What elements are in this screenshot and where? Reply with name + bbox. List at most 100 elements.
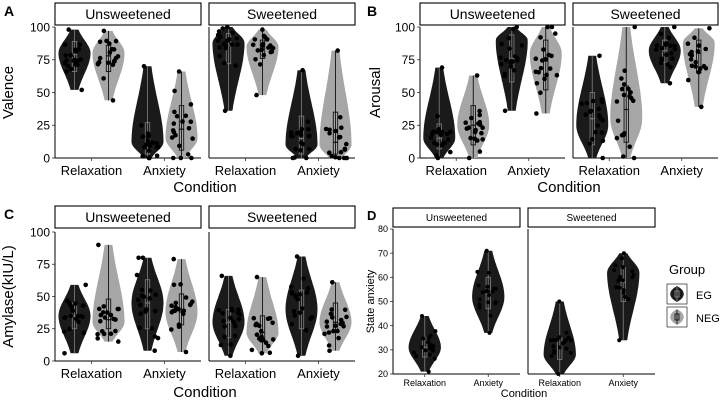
data-point (253, 57, 258, 62)
data-point (295, 353, 301, 359)
data-point (659, 56, 664, 62)
data-point (695, 49, 701, 54)
data-point (189, 155, 194, 161)
data-point (613, 263, 618, 268)
data-point (336, 335, 341, 341)
violin-neg (165, 256, 198, 355)
data-point (599, 130, 605, 135)
y-tick-label: 50 (402, 86, 416, 100)
data-point (235, 42, 240, 47)
x-tick-label: Anxiety (507, 163, 550, 178)
data-point (587, 109, 593, 114)
data-point (564, 346, 569, 351)
data-point (335, 48, 341, 53)
data-point (152, 348, 157, 354)
data-point (480, 137, 486, 142)
data-point (259, 47, 265, 53)
data-point (220, 26, 225, 31)
data-point (600, 155, 605, 161)
data-point (95, 336, 100, 341)
data-point (108, 312, 114, 318)
data-point (626, 86, 631, 92)
data-point (169, 327, 174, 332)
data-point (110, 98, 116, 103)
violin-eg (423, 65, 456, 161)
data-point (96, 242, 101, 248)
data-point (97, 55, 103, 61)
data-point (145, 138, 150, 143)
data-point (488, 313, 493, 318)
data-point (153, 292, 158, 298)
data-point (338, 317, 344, 323)
data-point (263, 340, 269, 346)
data-point (270, 337, 276, 342)
iqr-box (623, 85, 629, 143)
facet-unsweetened: Unsweetened Relaxation Anxiety (54, 2, 202, 178)
data-point (140, 255, 146, 261)
x-tick-label: Relaxation (215, 163, 276, 178)
data-point (621, 251, 626, 256)
data-point (102, 315, 108, 320)
y-tick-label: 100 (30, 20, 50, 34)
data-point (217, 53, 222, 59)
data-point (113, 328, 118, 334)
data-point (446, 137, 451, 142)
data-point (419, 345, 424, 350)
data-point (257, 62, 263, 67)
data-point (617, 285, 622, 290)
data-point (95, 61, 101, 66)
data-point (697, 66, 703, 71)
data-point (619, 76, 624, 81)
facet-strip (208, 205, 356, 229)
data-point (141, 64, 147, 69)
iqr-box (178, 105, 185, 151)
data-point (696, 43, 702, 48)
data-point (108, 331, 114, 337)
data-point (78, 57, 83, 62)
data-point (614, 99, 620, 104)
data-point (236, 317, 242, 322)
data-point (333, 128, 339, 134)
data-point (222, 324, 227, 329)
data-point (261, 52, 267, 58)
data-point (653, 47, 659, 52)
data-point (426, 336, 431, 341)
data-point (67, 301, 72, 306)
data-point (536, 70, 541, 75)
data-point (472, 136, 478, 142)
data-point (224, 38, 230, 44)
data-point (293, 146, 299, 152)
data-point (477, 305, 482, 310)
legend-box (674, 313, 680, 321)
data-point (137, 302, 143, 308)
x-tick-label: Relaxation (426, 163, 487, 178)
data-point (74, 59, 80, 64)
data-point (439, 129, 445, 135)
data-point (595, 123, 600, 128)
x-tick-label: Anxiety (297, 366, 340, 381)
data-point (292, 313, 298, 318)
data-point (685, 41, 691, 46)
x-tick-label: Anxiety (608, 378, 638, 388)
data-point (541, 47, 546, 52)
data-point (70, 308, 76, 314)
facet-sweetened: Sweetened Relaxation Anxiety (208, 2, 356, 178)
data-point (448, 149, 453, 155)
data-point (439, 143, 445, 148)
data-point (689, 63, 695, 69)
data-point (269, 49, 275, 54)
data-point (436, 126, 442, 132)
data-point (587, 141, 592, 146)
data-point (600, 99, 605, 105)
data-point (221, 318, 226, 324)
data-point (188, 119, 194, 124)
data-point (342, 147, 348, 152)
violin-neg (92, 242, 125, 344)
data-point (329, 153, 335, 159)
data-point (64, 58, 69, 63)
data-point (154, 145, 160, 150)
y-tick-label: 75 (37, 258, 51, 272)
data-point (228, 315, 233, 321)
data-point (185, 152, 191, 157)
data-point (590, 98, 596, 104)
